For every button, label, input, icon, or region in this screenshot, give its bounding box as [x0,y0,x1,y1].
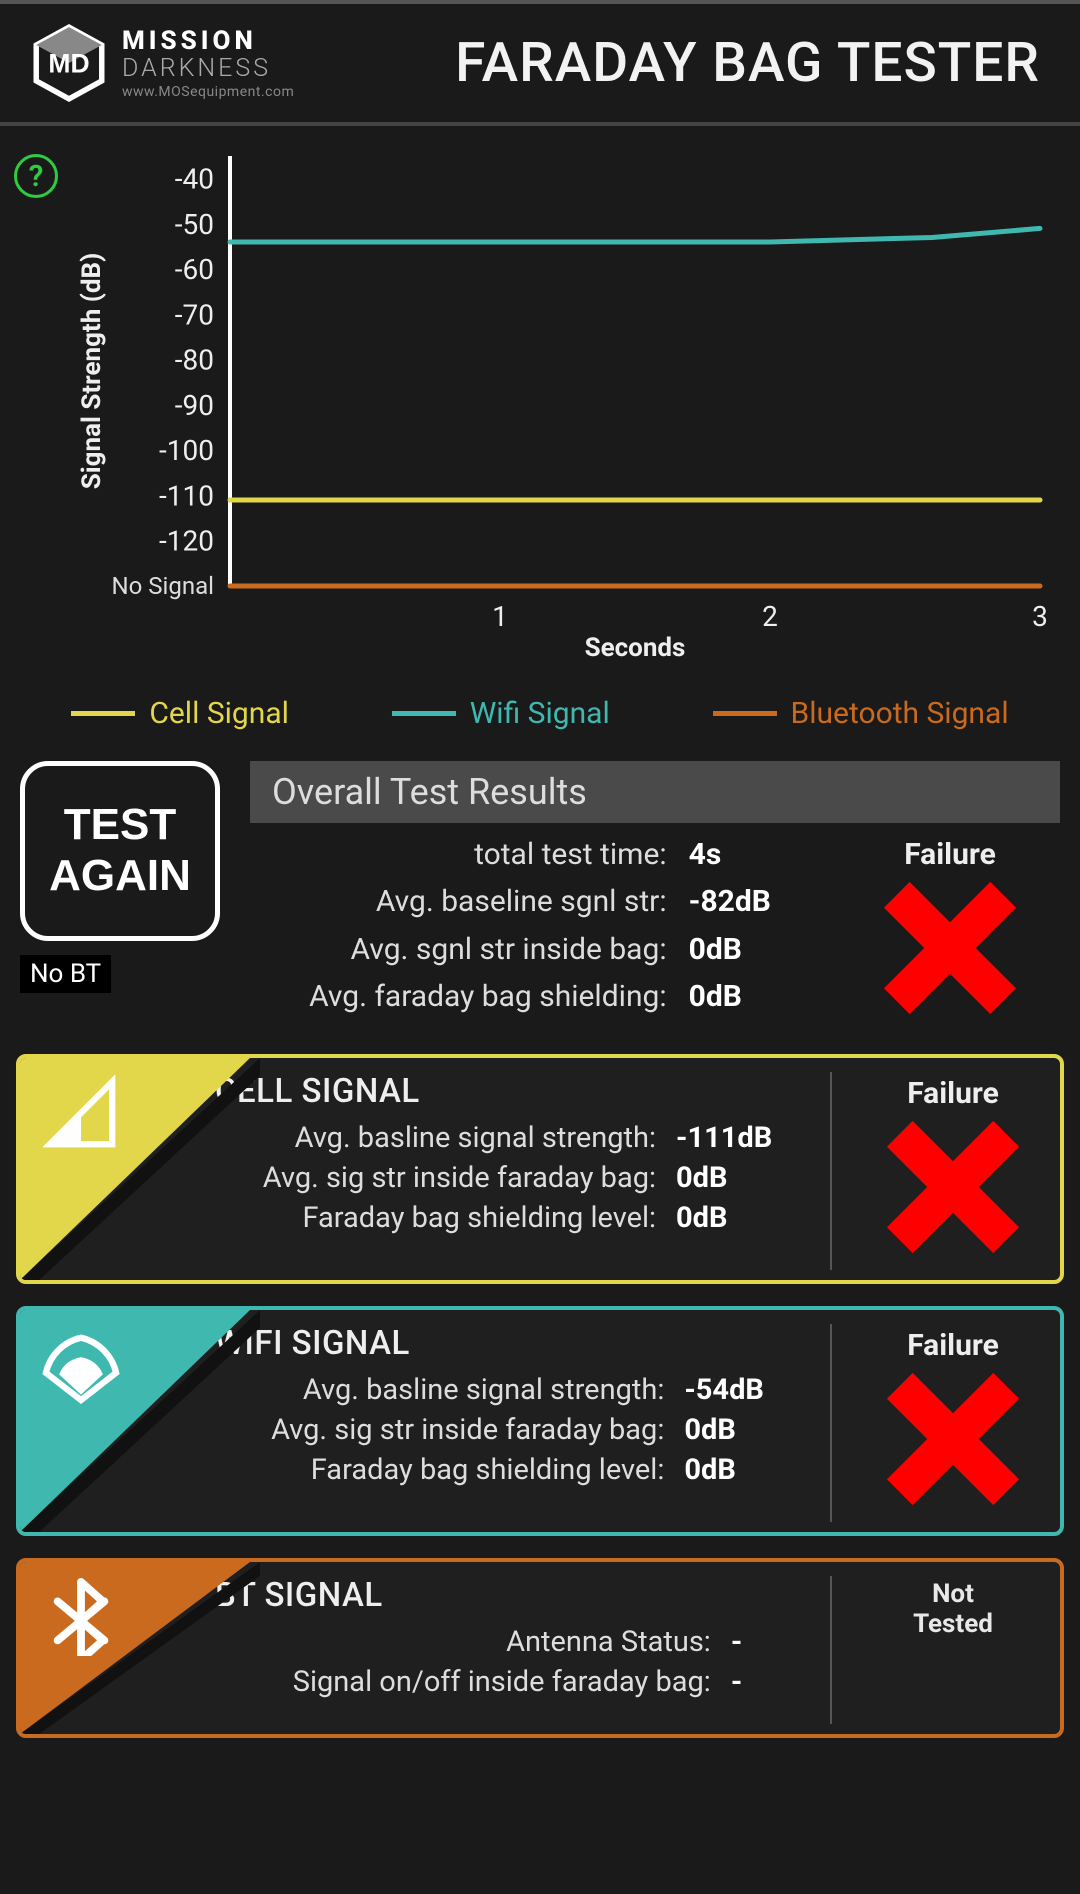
svg-text:MD: MD [48,48,89,78]
brand-line2: DARKNESS [122,56,294,81]
legend-label: Bluetooth Signal [791,696,1009,731]
legend-item: Cell Signal [71,696,289,731]
metric-label: Avg. sig str inside faraday bag: [215,1161,656,1195]
signal-chart: -40 -50 -60 -70 -80 -90 -100 -110 -120 No Signal 1… [20,136,1060,666]
brand-url: www.MOSequipment.com [122,85,294,99]
metric-value: -82dB [689,884,830,923]
svg-text:-70: -70 [175,298,214,331]
fail-x-icon [883,1117,1023,1257]
svg-text:2: 2 [762,600,778,633]
svg-text:3: 3 [1032,600,1048,633]
fail-x-icon [880,878,1020,1018]
app-header: MD MISSION DARKNESS www.MOSequipment.com… [0,0,1080,122]
metric-value: - [731,1665,820,1699]
fail-x-icon [883,1369,1023,1509]
bluetooth-icon [42,1578,120,1656]
metric-label: Antenna Status: [215,1625,711,1659]
test-again-button[interactable]: TEST AGAIN [20,761,220,941]
svg-text:-90: -90 [175,389,214,422]
card-status-label: Failure [907,1076,999,1111]
metric-value: -54dB [684,1373,820,1407]
metric-label: Faraday bag shielding level: [215,1453,664,1487]
overall-status-label: Failure [904,837,996,872]
legend-label: Wifi Signal [470,696,610,731]
metric-label: Avg. faraday bag shielding: [250,979,667,1018]
svg-text:-40: -40 [175,163,214,196]
wifi-icon [42,1326,120,1404]
svg-text:-80: -80 [175,344,214,377]
metric-value: 0dB [676,1161,820,1195]
cell-icon [42,1074,120,1152]
metric-value: -111dB [676,1121,820,1155]
help-button[interactable]: ? [14,154,58,198]
svg-text:Signal Strength (dB): Signal Strength (dB) [77,253,107,489]
metric-label: total test time: [250,837,667,876]
card-title: BT SIGNAL [215,1576,820,1615]
svg-text:-120: -120 [159,525,214,558]
overall-results: Overall Test Results total test time: 4s A… [250,761,1060,1028]
metric-label: Faraday bag shielding level: [215,1201,656,1235]
metric-value: 0dB [689,979,830,1018]
metric-value: 0dB [676,1201,820,1235]
svg-text:-100: -100 [159,434,214,467]
chart-legend: Cell Signal Wifi Signal Bluetooth Signal [0,676,1080,761]
legend-swatch [392,711,456,716]
signal-card-wifi: WIFI SIGNAL Avg. basline signal strength… [16,1306,1064,1536]
signal-card-bt: BT SIGNAL Antenna Status: -Signal on/off… [16,1558,1064,1738]
metric-label: Avg. baseline sgnl str: [250,884,667,923]
legend-item: Wifi Signal [392,696,610,731]
legend-label: Cell Signal [149,696,289,731]
legend-swatch [71,711,135,716]
brand-line1: MISSION [122,28,294,54]
no-bt-badge: No BT [20,955,111,993]
signal-card-cell: CELL SIGNAL Avg. basline signal strength… [16,1054,1064,1284]
metric-value: 0dB [684,1413,820,1447]
metric-value: - [731,1625,820,1659]
card-title: WIFI SIGNAL [215,1324,820,1363]
metric-value: 0dB [684,1453,820,1487]
legend-item: Bluetooth Signal [713,696,1009,731]
brand-logo: MD MISSION DARKNESS www.MOSequipment.com [30,24,294,102]
legend-swatch [713,711,777,716]
svg-text:No Signal: No Signal [112,572,214,600]
svg-text:-110: -110 [159,479,214,512]
card-title: CELL SIGNAL [215,1072,820,1111]
card-status-label: Not Tested [913,1580,993,1640]
metric-label: Avg. sig str inside faraday bag: [215,1413,664,1447]
svg-text:-60: -60 [175,253,214,286]
metric-label: Signal on/off inside faraday bag: [215,1665,711,1699]
svg-text:1: 1 [492,600,508,633]
brand-hex-icon: MD [30,24,108,102]
svg-text:-50: -50 [175,208,214,241]
metric-label: Avg. sgnl str inside bag: [250,932,667,971]
metric-label: Avg. basline signal strength: [215,1373,664,1407]
metric-label: Avg. basline signal strength: [215,1121,656,1155]
svg-text:Seconds: Seconds [585,633,686,663]
metric-value: 0dB [689,932,830,971]
app-title: FARADAY BAG TESTER [294,31,1050,95]
metric-value: 4s [689,837,830,876]
card-status-label: Failure [907,1328,999,1363]
overall-results-header: Overall Test Results [250,761,1060,823]
chart-area: ? -40 -50 -60 -70 -80 -90 -100 -110 -120 No Signa… [0,126,1080,676]
